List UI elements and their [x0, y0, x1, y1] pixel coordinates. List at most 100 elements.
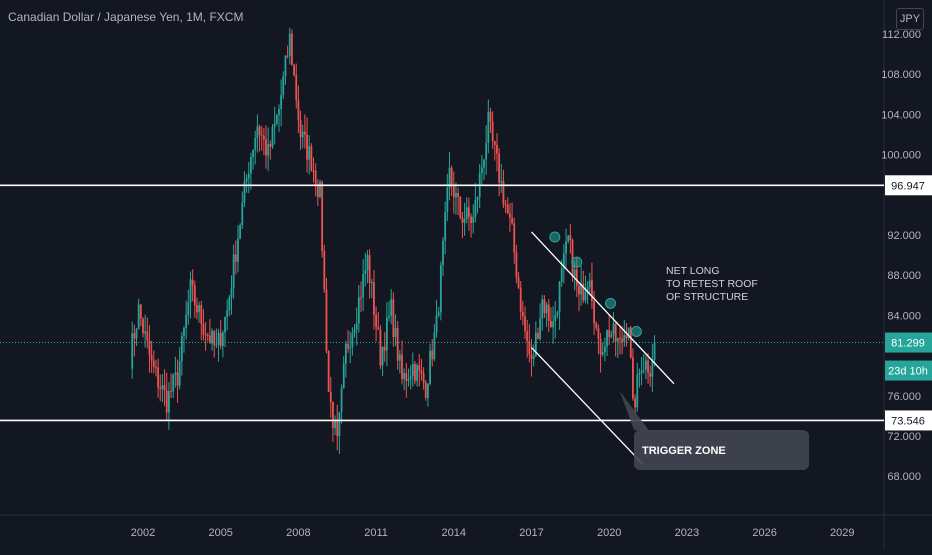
- candle-body: [437, 312, 440, 316]
- candle-body: [139, 304, 142, 319]
- candle-body: [260, 134, 263, 136]
- candle: [131, 321, 134, 379]
- candle-body: [193, 285, 196, 306]
- candle-body: [409, 376, 412, 379]
- candle: [474, 182, 477, 223]
- candle: [252, 149, 254, 170]
- touch-point-marker: [571, 256, 583, 268]
- candle: [381, 346, 384, 377]
- candle-body: [634, 398, 636, 408]
- candle: [299, 110, 302, 151]
- candle-body: [297, 100, 300, 120]
- candle-body: [539, 318, 542, 339]
- y-tick-label: 92.000: [887, 230, 921, 242]
- candle: [390, 289, 393, 325]
- candle: [303, 114, 306, 149]
- currency-button[interactable]: JPY: [896, 8, 924, 30]
- candle: [237, 225, 239, 273]
- candle-body: [278, 108, 280, 115]
- candle: [496, 133, 498, 172]
- candle-body: [258, 126, 261, 135]
- candle-body: [565, 241, 567, 254]
- touch-point-marker: [549, 231, 561, 243]
- candle: [619, 324, 621, 355]
- candle-body: [644, 360, 647, 370]
- candle: [176, 359, 179, 403]
- candle-body: [515, 252, 518, 278]
- candle-body: [152, 360, 155, 368]
- candle-body: [517, 277, 520, 288]
- candle: [211, 328, 213, 351]
- candle: [468, 197, 470, 231]
- candle-body: [254, 138, 257, 151]
- x-tick-label: 2002: [131, 527, 155, 539]
- candle: [282, 71, 285, 99]
- candle: [241, 191, 244, 230]
- candle-body: [357, 297, 360, 324]
- candle: [338, 411, 341, 454]
- candle-body: [582, 283, 585, 301]
- candle-body: [168, 390, 170, 413]
- candle-body: [198, 304, 201, 313]
- last-price-bg: [885, 332, 932, 353]
- candle-body: [552, 321, 554, 328]
- candle: [515, 244, 518, 284]
- candle: [213, 330, 216, 358]
- candle-body: [347, 343, 349, 349]
- candle-body: [155, 367, 157, 369]
- candle: [159, 374, 162, 402]
- candle-body: [608, 329, 611, 338]
- callout-box: [634, 430, 809, 470]
- candle-body: [280, 95, 283, 109]
- candle-body: [625, 335, 628, 339]
- candle: [334, 415, 336, 436]
- last-price-label: 81.299: [891, 338, 925, 350]
- candle: [394, 314, 397, 347]
- candle-body: [550, 320, 552, 328]
- candle: [221, 330, 224, 358]
- candle-body: [599, 338, 602, 355]
- candle: [429, 343, 431, 386]
- candle-body: [398, 354, 401, 361]
- candle-body: [524, 316, 526, 332]
- candle-body: [368, 255, 371, 283]
- candle: [319, 179, 321, 199]
- candle: [485, 125, 488, 175]
- candle: [457, 187, 460, 215]
- candle: [267, 127, 270, 172]
- candle: [608, 315, 611, 346]
- candle: [209, 319, 211, 344]
- candle: [379, 325, 382, 370]
- candle: [165, 372, 168, 421]
- candle-body: [336, 421, 339, 437]
- candle-body: [509, 213, 511, 218]
- candle-body: [485, 143, 488, 160]
- candle: [480, 154, 483, 186]
- candle-body: [597, 327, 600, 339]
- candle-body: [327, 351, 330, 392]
- candle-body: [420, 370, 423, 374]
- candle: [230, 275, 233, 315]
- candle-body: [502, 180, 505, 205]
- candle-body: [286, 55, 289, 57]
- candle: [275, 113, 278, 126]
- candle: [336, 404, 339, 451]
- candle-body: [135, 329, 138, 339]
- channel-lower-line: [531, 347, 644, 465]
- candle: [329, 376, 332, 418]
- candle: [332, 401, 334, 442]
- candle-body: [511, 217, 513, 224]
- candle-body: [562, 253, 565, 269]
- y-tick-label: 112.000: [882, 29, 921, 41]
- candle: [273, 106, 276, 145]
- candle-body: [360, 297, 362, 299]
- candle: [243, 171, 246, 208]
- candle: [448, 152, 451, 201]
- candle-body: [556, 312, 559, 316]
- candle-body: [310, 146, 313, 171]
- candle: [603, 337, 606, 362]
- candle: [599, 332, 602, 373]
- candle: [185, 300, 188, 340]
